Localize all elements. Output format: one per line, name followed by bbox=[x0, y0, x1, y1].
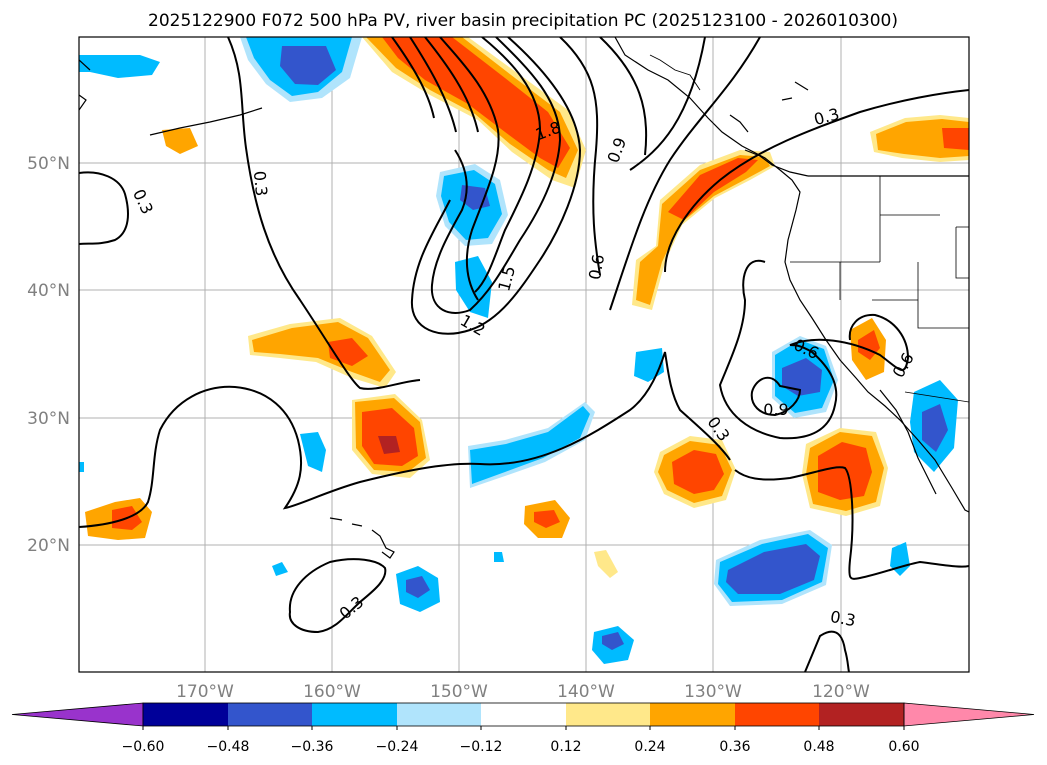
map-contents: 0.3 0.3 0.3 0.3 0.3 0.6 0.6 0.6 0.9 0.9 … bbox=[79, 37, 969, 672]
shaded-area-blue-edge bbox=[79, 462, 84, 472]
colorbar: −0.60 −0.48 −0.36 −0.24 −0.12 0.12 0.24 … bbox=[11, 702, 1035, 755]
shaded-area-blue-small-b bbox=[494, 552, 504, 562]
contour-label: 0.3 bbox=[250, 170, 271, 197]
shaded-area-blue-40n bbox=[455, 256, 492, 318]
contour-0p3-southeast bbox=[734, 466, 969, 580]
colorbar-segment bbox=[566, 703, 650, 726]
shaded-area-orange-45n bbox=[632, 150, 775, 310]
contour-inner-c bbox=[391, 37, 435, 119]
latitude-labels: 50°N 40°N 30°N 20°N bbox=[27, 154, 70, 556]
lat-label-40n: 40°N bbox=[27, 281, 70, 301]
shaded-area-blue-29n bbox=[300, 432, 326, 472]
state-borders bbox=[790, 176, 969, 403]
shaded-area-orange-26n bbox=[654, 436, 736, 508]
coastline-north-america bbox=[614, 37, 969, 513]
hawaiian-islands bbox=[329, 517, 395, 559]
colorbar-extend-high bbox=[903, 702, 1035, 727]
gridlines bbox=[79, 37, 969, 672]
coastline-islands-alaska bbox=[729, 81, 809, 133]
contour-1p8-b bbox=[439, 37, 500, 301]
colorbar-tick-label: −0.36 bbox=[291, 739, 334, 755]
map-frame bbox=[78, 36, 970, 673]
shaded-area-orange-28n bbox=[352, 394, 430, 478]
colorbar-segment bbox=[228, 703, 312, 726]
colorbar-segment bbox=[819, 703, 904, 726]
colorbar-segment bbox=[312, 703, 397, 726]
shaded-area-yellow-18n bbox=[594, 550, 618, 578]
contour-1p8 bbox=[474, 37, 542, 293]
contour-label: 0.6 bbox=[585, 253, 608, 281]
coastline-baja bbox=[879, 389, 937, 495]
colorbar-tick-label: −0.60 bbox=[122, 739, 165, 755]
lon-label-150w: 150°W bbox=[430, 682, 488, 702]
colorbar-tick-label: 0.48 bbox=[803, 739, 834, 755]
pv-contours bbox=[79, 37, 969, 672]
colorbar-segments bbox=[11, 702, 1035, 730]
contour-inner-a bbox=[424, 37, 479, 133]
contour-0p9-b bbox=[629, 37, 706, 171]
coastline-asia bbox=[79, 59, 91, 111]
colorbar-frame bbox=[142, 702, 905, 727]
map-panel: 0.3 0.3 0.3 0.3 0.3 0.6 0.6 0.6 0.9 0.9 … bbox=[27, 36, 970, 702]
lon-label-170w: 170°W bbox=[176, 682, 234, 702]
coastlines bbox=[79, 37, 969, 559]
contour-0p6-c bbox=[718, 259, 910, 440]
lon-label-140w: 140°W bbox=[557, 682, 615, 702]
colorbar-segment bbox=[650, 703, 735, 726]
colorbar-tick-label: 0.24 bbox=[634, 739, 665, 755]
colorbar-tick-label: 0.60 bbox=[888, 739, 919, 755]
contour-0p3-nw bbox=[79, 171, 129, 245]
shaded-area-northwest-blue bbox=[79, 55, 160, 78]
colorbar-tick-label: −0.12 bbox=[460, 739, 503, 755]
aleutian-islands bbox=[149, 107, 263, 136]
lon-label-120w: 120°W bbox=[812, 682, 870, 702]
colorbar-tick-label: −0.48 bbox=[207, 739, 250, 755]
figure-title: 2025122900 F072 500 hPa PV, river basin … bbox=[148, 11, 898, 31]
shaded-area-blue-small-a bbox=[272, 562, 288, 576]
longitude-labels: 170°W 160°W 150°W 140°W 130°W 120°W bbox=[176, 682, 870, 702]
lon-label-160w: 160°W bbox=[303, 682, 361, 702]
lat-label-50n: 50°N bbox=[27, 154, 70, 174]
lat-label-30n: 30°N bbox=[27, 409, 70, 429]
contour-0p3-south bbox=[288, 558, 387, 634]
contour-0p9-a bbox=[599, 37, 648, 156]
colorbar-tick-label: −0.24 bbox=[376, 739, 419, 755]
shaded-fields bbox=[79, 37, 969, 664]
colorbar-tick-label: 0.36 bbox=[719, 739, 750, 755]
contour-1p5 bbox=[430, 37, 562, 314]
contour-inner-b bbox=[409, 37, 457, 133]
colorbar-segment bbox=[735, 703, 819, 726]
colorbar-segment bbox=[397, 703, 481, 726]
contour-0p3-central bbox=[79, 351, 731, 528]
contour-label: 0.9 bbox=[763, 400, 788, 419]
shaded-area-aleutian-orange bbox=[162, 128, 198, 154]
contour-0p3-northeast bbox=[664, 89, 969, 273]
colorbar-ticks: −0.60 −0.48 −0.36 −0.24 −0.12 0.12 0.24 … bbox=[122, 739, 920, 755]
colorbar-segment bbox=[481, 703, 566, 726]
contour-0p3-bottom bbox=[804, 630, 850, 672]
contour-0p6-a bbox=[559, 37, 601, 276]
contour-0p6-b bbox=[609, 37, 761, 311]
contour-0p3-west bbox=[227, 37, 421, 390]
contour-1p2 bbox=[410, 37, 582, 335]
contour-label: 0.3 bbox=[829, 607, 857, 630]
shaded-area-blue-18n bbox=[714, 530, 832, 606]
coastline-bc bbox=[744, 149, 809, 177]
colorbar-extend-low bbox=[11, 702, 144, 727]
shaded-area-bering bbox=[240, 37, 362, 102]
lat-label-20n: 20°N bbox=[27, 536, 70, 556]
colorbar-tick-label: 0.12 bbox=[550, 739, 581, 755]
border-states-east bbox=[955, 226, 969, 279]
shaded-area-orange-24n bbox=[802, 428, 888, 516]
colorbar-segment bbox=[143, 703, 228, 726]
lon-label-130w: 130°W bbox=[684, 682, 742, 702]
coastline-panhandle bbox=[649, 54, 701, 91]
contour-0p9-small bbox=[750, 376, 802, 417]
